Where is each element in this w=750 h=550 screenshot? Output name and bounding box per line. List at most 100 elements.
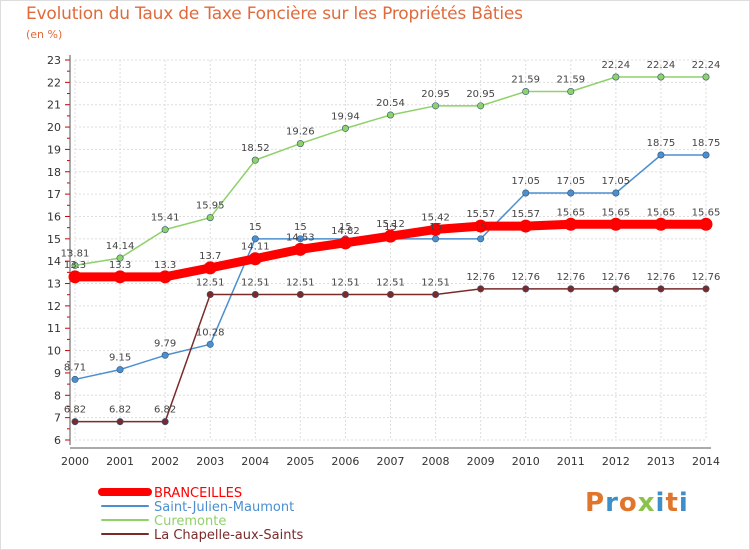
y-tick-label: 12 — [47, 300, 61, 313]
data-point — [116, 254, 124, 262]
data-point — [338, 236, 352, 250]
data-label: 15.42 — [421, 212, 450, 223]
data-point — [702, 285, 710, 293]
data-label: 6.82 — [154, 405, 176, 416]
data-point — [654, 217, 668, 231]
data-label: 12.51 — [196, 277, 225, 288]
series-curemonte — [71, 73, 710, 269]
data-point — [386, 111, 394, 119]
data-point — [657, 73, 665, 81]
data-point — [248, 252, 262, 266]
grid — [74, 59, 707, 441]
data-label: 13.7 — [199, 251, 221, 262]
y-tick-label: 13 — [47, 278, 61, 291]
data-label: 17.05 — [556, 176, 585, 187]
data-point — [522, 189, 530, 197]
legend-entry: BRANCEILLES — [154, 486, 242, 501]
data-point — [564, 217, 578, 231]
data-point — [386, 290, 394, 298]
y-tick-label: 14 — [47, 255, 61, 268]
data-point — [71, 375, 79, 383]
data-label: 21.59 — [511, 75, 540, 86]
data-label: 12.76 — [556, 272, 585, 283]
data-label: 12.76 — [692, 272, 721, 283]
x-tick-label: 2010 — [512, 455, 540, 468]
y-tick-label: 6 — [54, 434, 61, 447]
logo-letter: t — [665, 488, 679, 518]
x-tick-label: 2011 — [557, 455, 585, 468]
data-label: 15 — [384, 222, 397, 233]
data-point — [161, 418, 169, 426]
x-tick-label: 2008 — [422, 455, 450, 468]
data-point — [567, 88, 575, 96]
data-label: 15.65 — [556, 207, 585, 218]
data-point — [477, 235, 485, 243]
x-tick-label: 2013 — [647, 455, 675, 468]
data-label: 15 — [474, 222, 487, 233]
x-tick-label: 2009 — [467, 455, 495, 468]
data-point — [474, 219, 488, 233]
logo-letter: i — [678, 488, 689, 518]
y-tick-label: 11 — [47, 322, 61, 335]
data-label: 22.24 — [692, 60, 721, 71]
data-point — [612, 189, 620, 197]
data-point — [116, 418, 124, 426]
data-label: 15 — [294, 222, 307, 233]
data-label: 13.3 — [64, 260, 86, 271]
data-label: 6.82 — [109, 405, 131, 416]
data-point — [341, 290, 349, 298]
data-point — [296, 235, 304, 243]
data-label: 12.76 — [602, 272, 631, 283]
data-label: 12.76 — [647, 272, 676, 283]
data-label: 12.51 — [241, 277, 270, 288]
data-label: 15.65 — [602, 207, 631, 218]
data-point — [293, 242, 307, 256]
series-group — [68, 73, 713, 426]
data-point — [657, 285, 665, 293]
data-label: 15.57 — [466, 209, 495, 220]
y-tick-label: 16 — [47, 210, 61, 223]
x-tick-label: 2001 — [106, 455, 134, 468]
y-tick-label: 18 — [47, 166, 61, 179]
data-label: 14.53 — [286, 232, 315, 243]
data-point — [296, 290, 304, 298]
data-label: 15 — [429, 222, 442, 233]
data-label: 15.57 — [511, 209, 540, 220]
data-label: 15 — [249, 222, 262, 233]
x-tick-label: 2002 — [151, 455, 179, 468]
y-tick-label: 10 — [47, 345, 61, 358]
x-tick-label: 2003 — [196, 455, 224, 468]
data-point — [116, 366, 124, 374]
data-point — [68, 270, 82, 284]
data-label: 18.75 — [647, 138, 676, 149]
data-label: 15.95 — [196, 201, 225, 212]
data-label: 18.52 — [241, 143, 270, 154]
y-tick-label: 9 — [54, 367, 61, 380]
y-tick-label: 22 — [47, 76, 61, 89]
data-point — [702, 73, 710, 81]
data-point — [657, 151, 665, 159]
data-label: 13.3 — [154, 260, 176, 271]
chart-title: Evolution du Taux de Taxe Foncière sur l… — [26, 4, 523, 24]
data-label: 19.94 — [331, 111, 360, 122]
data-point — [702, 151, 710, 159]
data-point — [206, 214, 214, 222]
x-tick-label: 2006 — [331, 455, 359, 468]
logo-letter: o — [618, 488, 638, 518]
data-point — [477, 102, 485, 110]
data-point — [522, 285, 530, 293]
data-point — [113, 270, 127, 284]
y-tick-label: 8 — [54, 389, 61, 402]
data-point — [71, 418, 79, 426]
data-point — [567, 189, 575, 197]
y-tick-label: 20 — [47, 121, 61, 134]
data-label: 15.12 — [376, 219, 405, 230]
data-label: 10.28 — [196, 327, 225, 338]
x-tick-label: 2005 — [286, 455, 314, 468]
legend-entry: Saint-Julien-Maumont — [154, 500, 294, 515]
x-tick-label: 2007 — [377, 455, 405, 468]
data-label: 15.41 — [151, 213, 180, 224]
data-point — [432, 102, 440, 110]
data-point — [341, 124, 349, 132]
data-point — [612, 285, 620, 293]
